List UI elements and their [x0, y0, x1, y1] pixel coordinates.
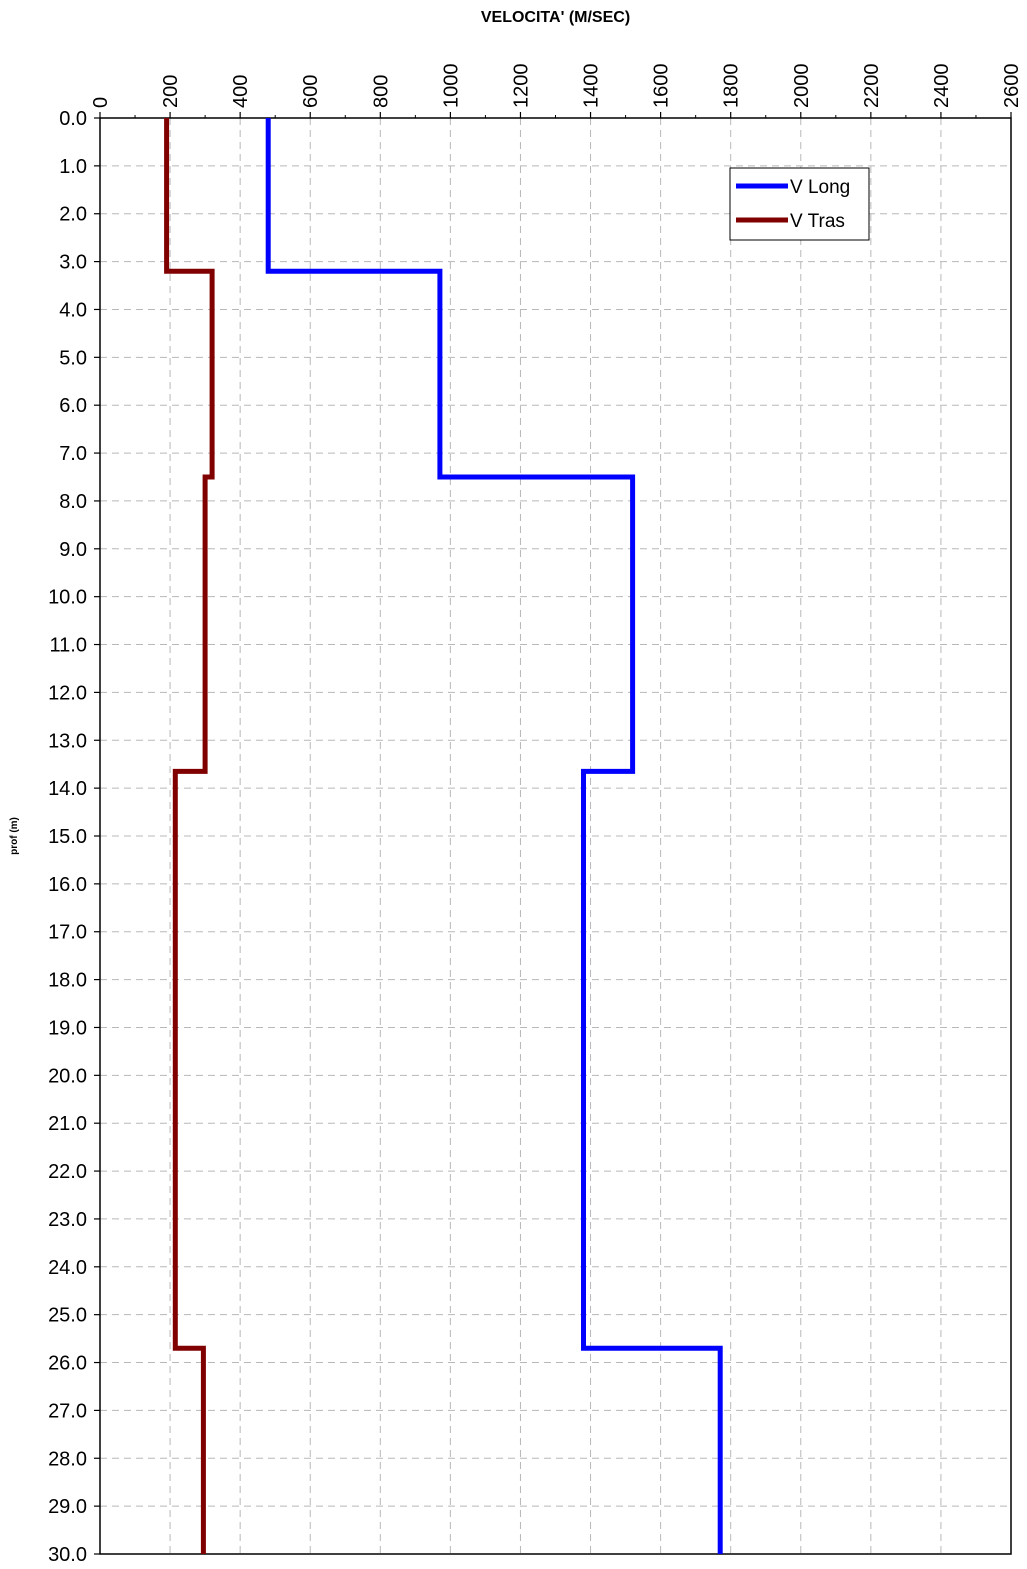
series-line-v-tras: [164, 118, 215, 1554]
x-tick-label: 2600: [1001, 64, 1023, 109]
y-tick-label: 0.0: [59, 108, 87, 130]
series-line-v-long: [265, 118, 723, 1554]
x-axis-title: VELOCITA' (M/SEC): [481, 9, 630, 26]
y-tick-labels: 0.0 1.0 2.0 3.0 4.0 5.0 6.0 7.0 8.0 9.0 10.0 11.0 12…: [48, 108, 87, 1566]
x-tick-labels: 0 200 400 600 800 1000 1200 1400 1600 1800 2000 220…: [90, 64, 1023, 109]
y-tick-label: 24.0: [48, 1257, 87, 1279]
y-tick-label: 16.0: [48, 874, 87, 896]
y-tick-label: 28.0: [48, 1448, 87, 1470]
x-tick-label: 2400: [931, 64, 953, 109]
y-tick-label: 30.0: [48, 1544, 87, 1566]
y-tick-label: 12.0: [48, 682, 87, 704]
y-tick-label: 15.0: [48, 826, 87, 848]
y-tick-label: 1.0: [59, 156, 87, 178]
axis-ticks: [94, 112, 1012, 1555]
y-tick-label: 8.0: [59, 491, 87, 513]
y-tick-label: 3.0: [59, 252, 87, 274]
x-tick-label: 200: [160, 75, 182, 108]
x-tick-label: 800: [370, 75, 392, 108]
x-tick-label: 1000: [440, 64, 462, 109]
y-tick-label: 25.0: [48, 1305, 87, 1327]
x-tick-label: 2000: [791, 64, 813, 109]
x-tick-label: 2200: [861, 64, 883, 109]
x-tick-label: 1400: [581, 64, 603, 109]
y-tick-label: 4.0: [59, 299, 87, 321]
x-tick-label: 1600: [651, 64, 673, 109]
series-lines: [164, 118, 723, 1554]
x-tick-label: 400: [230, 75, 252, 108]
y-tick-label: 7.0: [59, 443, 87, 465]
y-tick-label: 29.0: [48, 1496, 87, 1518]
y-tick-label: 19.0: [48, 1017, 87, 1039]
y-tick-label: 9.0: [59, 539, 87, 561]
y-tick-label: 13.0: [48, 730, 87, 752]
y-tick-label: 23.0: [48, 1209, 87, 1231]
grid-lines: [100, 118, 1011, 1554]
y-tick-label: 10.0: [48, 587, 87, 609]
legend-label: V Long: [790, 177, 850, 198]
y-tick-label: 5.0: [59, 347, 87, 369]
y-tick-label: 22.0: [48, 1161, 87, 1183]
x-tick-label: 600: [300, 75, 322, 108]
y-tick-label: 14.0: [48, 778, 87, 800]
y-tick-label: 18.0: [48, 970, 87, 992]
legend-label: V Tras: [790, 211, 845, 232]
y-tick-label: 21.0: [48, 1113, 87, 1135]
legend-box: [729, 167, 870, 241]
x-tick-label: 0: [90, 97, 112, 108]
y-tick-label: 17.0: [48, 922, 87, 944]
y-tick-label: 2.0: [59, 204, 87, 226]
y-axis-title: prof (m): [9, 817, 20, 855]
x-tick-label: 1800: [721, 64, 743, 109]
y-tick-label: 11.0: [50, 635, 87, 657]
y-tick-label: 27.0: [48, 1400, 87, 1422]
y-tick-label: 6.0: [59, 395, 87, 417]
y-tick-label: 20.0: [48, 1065, 87, 1087]
y-tick-label: 26.0: [48, 1353, 87, 1375]
x-tick-label: 1200: [510, 64, 532, 109]
legend: V Long V Tras: [729, 167, 870, 241]
